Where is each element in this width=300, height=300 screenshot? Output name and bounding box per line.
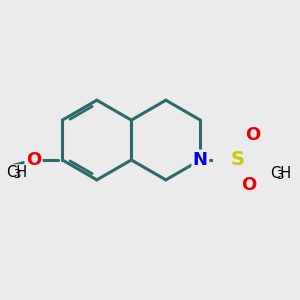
Text: 3: 3: [13, 168, 20, 181]
Text: O: O: [245, 125, 260, 143]
Text: O: O: [26, 151, 41, 169]
Text: O: O: [241, 176, 256, 194]
Text: 3: 3: [276, 169, 284, 182]
Text: CH: CH: [7, 165, 28, 180]
Text: CH: CH: [270, 166, 291, 181]
Text: S: S: [231, 151, 245, 169]
Text: N: N: [193, 151, 208, 169]
